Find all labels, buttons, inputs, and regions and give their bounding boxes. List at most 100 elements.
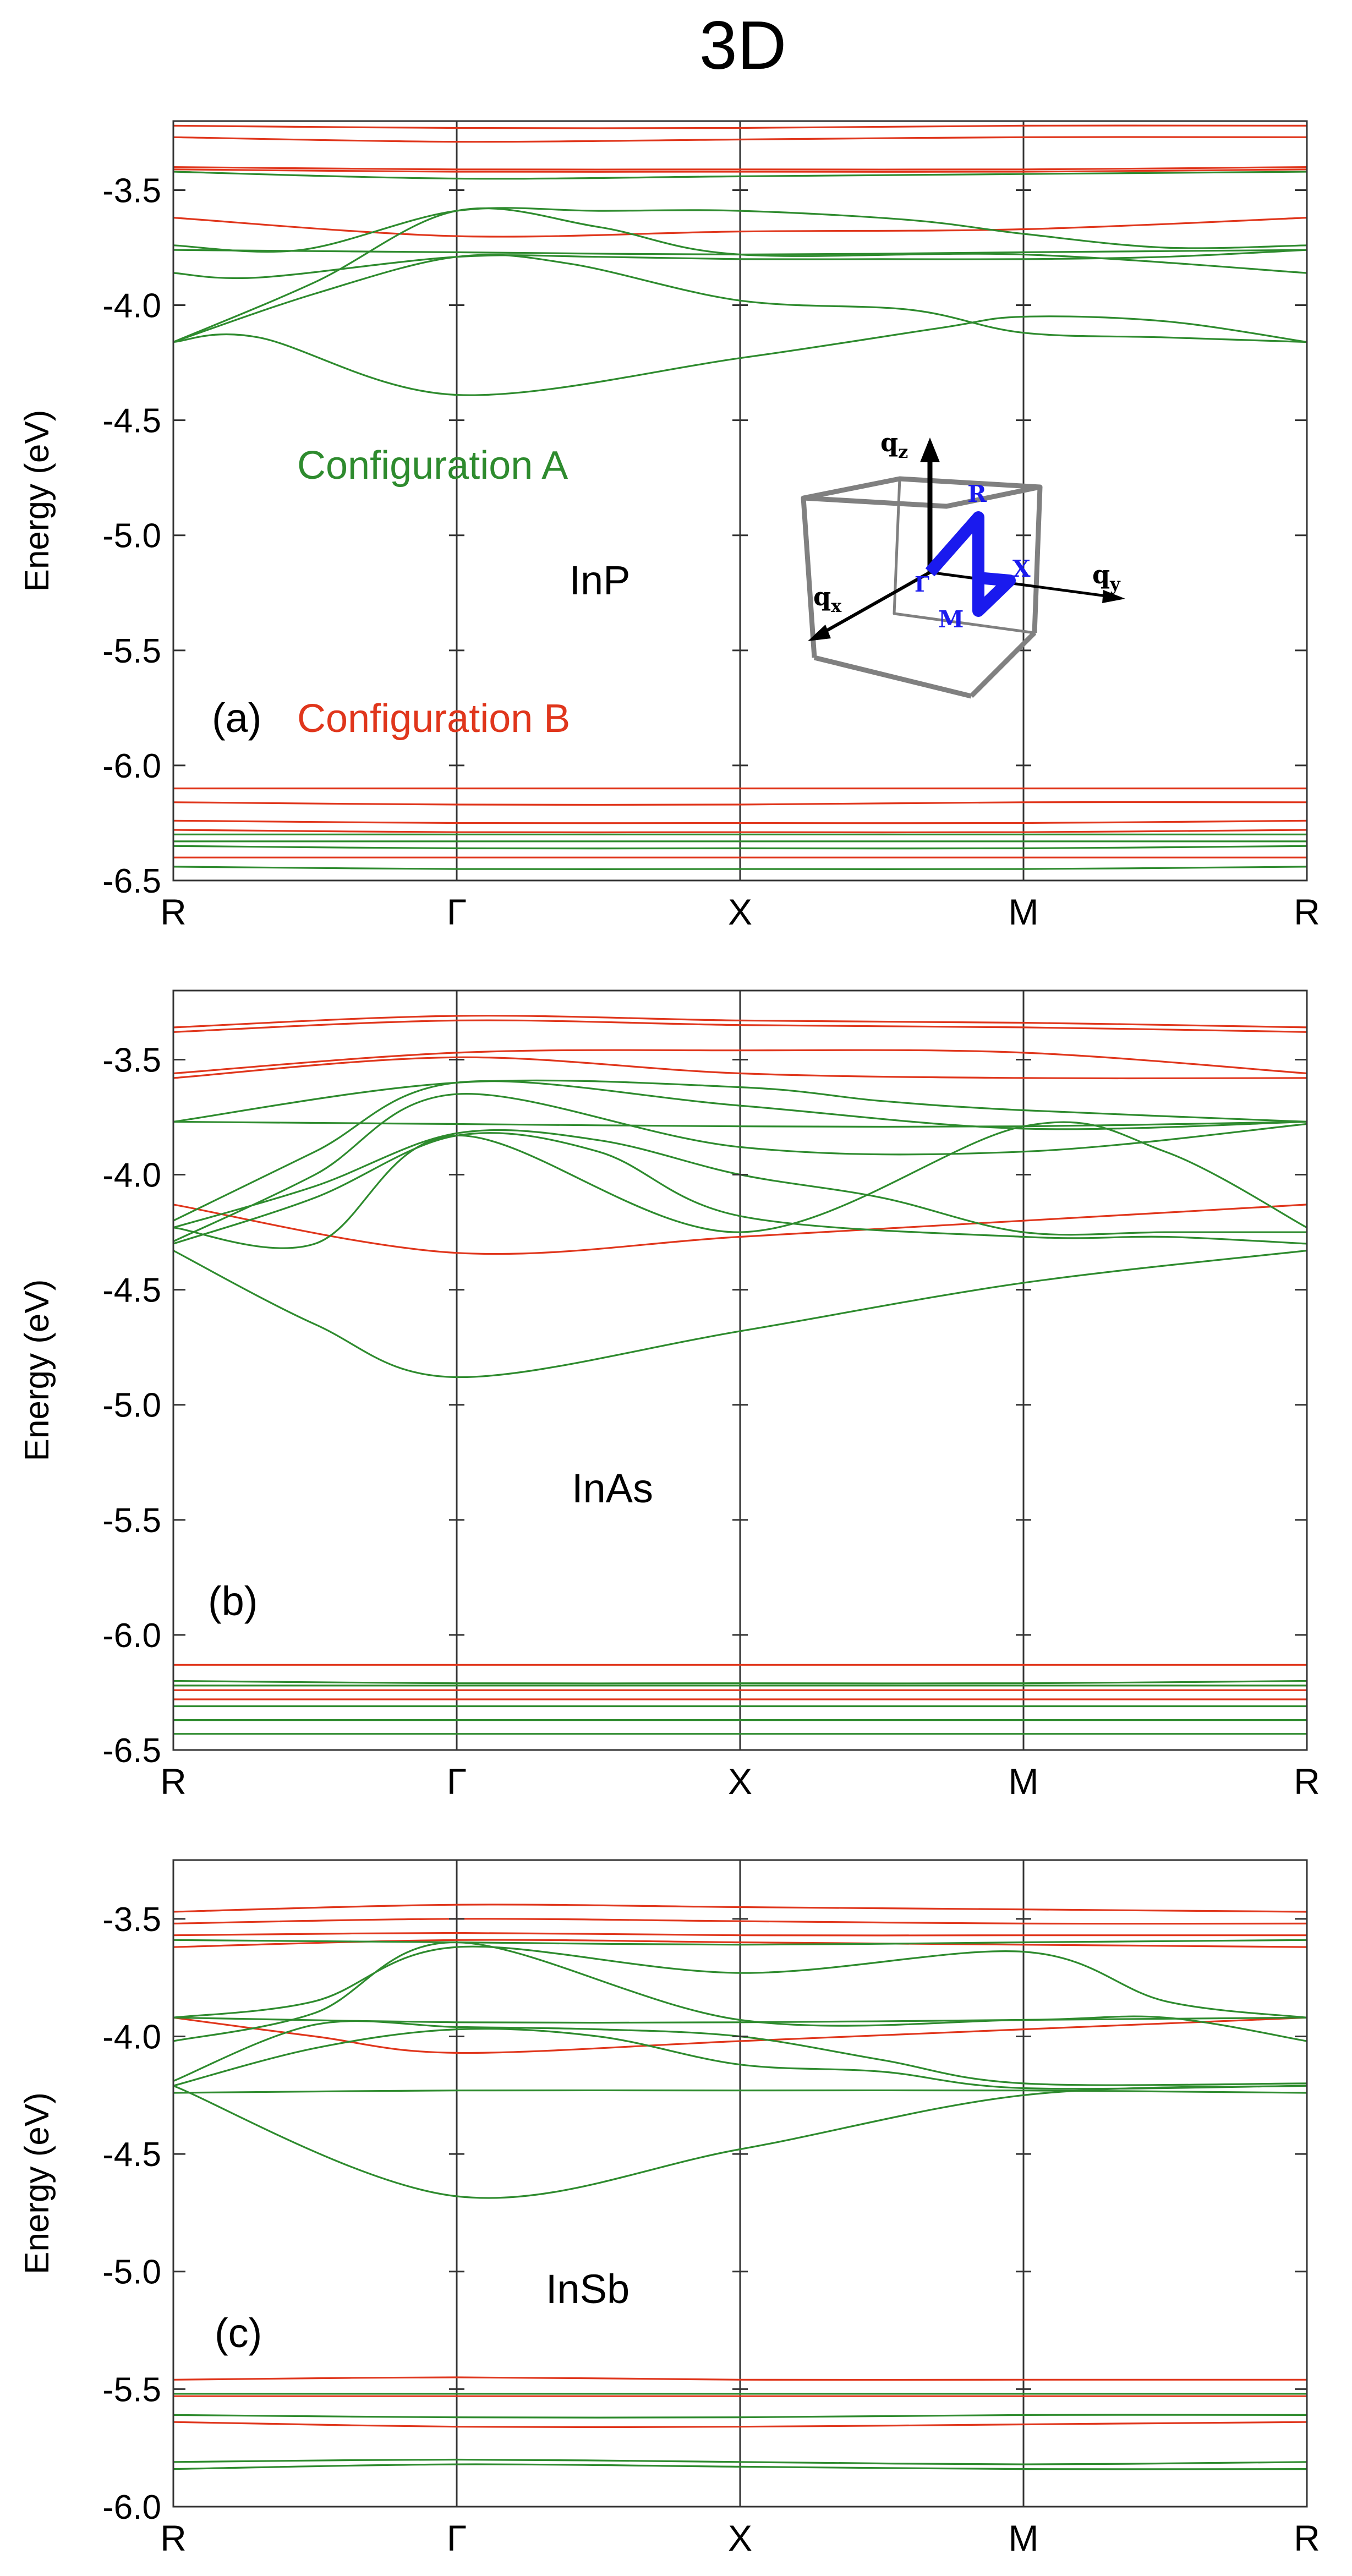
- panel-label: (b): [208, 1578, 258, 1624]
- band-line-a-7: [173, 1080, 1307, 1222]
- band-line-b-14: [173, 819, 1307, 824]
- qx-axis: [822, 571, 931, 635]
- qx-label: qx: [813, 582, 842, 616]
- legend-config-b: Configuration B: [297, 697, 570, 741]
- xtick-label-1: Γ: [447, 892, 467, 932]
- band-line-a-12: [173, 2089, 1307, 2094]
- band-line-b-3: [173, 168, 1307, 173]
- xtick-label-4: R: [1294, 2518, 1320, 2558]
- brillouin-zone-inset: qz qx qy R Γ X M: [801, 428, 1125, 699]
- band-line-a-6: [173, 1945, 1307, 2019]
- series-group: [173, 1904, 1307, 2470]
- xtick-label-0: R: [160, 1761, 187, 1802]
- band-line-a-5: [173, 171, 1307, 180]
- band-line-a-18: [173, 2458, 1307, 2465]
- band-line-a-9: [173, 249, 1307, 280]
- band-line-a-10: [173, 1132, 1307, 1245]
- band-line-b-2: [173, 166, 1307, 171]
- band-line-a-8: [173, 207, 1307, 343]
- band-line-a-10: [173, 254, 1307, 343]
- band-line-b-1: [173, 124, 1307, 129]
- band-line-a-5: [173, 1120, 1307, 1128]
- ytick-label: -5.0: [102, 2254, 161, 2291]
- ytick-label: -4.0: [102, 287, 161, 325]
- panel-inas: -3.5-4.0-4.5-5.0-5.5-6.0-6.5R Γ X M REnergy …: [18, 989, 1320, 1802]
- band-line-a-5: [173, 1939, 1307, 1946]
- band-line-b-1: [173, 1918, 1307, 1925]
- qy-arrowhead: [1102, 590, 1125, 603]
- band-line-b-13: [173, 801, 1307, 806]
- xtick-label-3: M: [1009, 2518, 1039, 2558]
- xtick-label-2: X: [728, 2518, 752, 2558]
- bz-label-x: X: [1012, 555, 1031, 582]
- band-line-a-16: [173, 1680, 1307, 1684]
- band-line-b-13: [173, 2376, 1307, 2381]
- band-line-b-0: [173, 136, 1307, 143]
- band-line-b-1: [173, 1019, 1307, 1033]
- band-line-b-2: [173, 1932, 1307, 1937]
- ytick-label: -5.5: [102, 1502, 161, 1540]
- band-line-b-0: [173, 1015, 1307, 1029]
- xtick-label-0: R: [160, 2518, 187, 2558]
- xtick-label-4: R: [1294, 892, 1320, 932]
- ytick-label: -4.0: [102, 2018, 161, 2056]
- band-line-a-19: [173, 2463, 1307, 2470]
- qy-label: qy: [1092, 560, 1121, 594]
- band-line-a-6: [173, 207, 1307, 253]
- band-line-a-8: [173, 1093, 1307, 1243]
- y-axis-label: Energy (eV): [18, 1279, 56, 1462]
- band-line-b-2: [173, 1049, 1307, 1075]
- bz-label-gamma: Γ: [915, 572, 929, 597]
- bz-cube-edge-2: [813, 655, 972, 699]
- band-line-b-0: [173, 1904, 1307, 1913]
- ytick-label: -4.5: [102, 2136, 161, 2174]
- band-line-a-10: [173, 2027, 1307, 2090]
- ytick-label: -6.0: [102, 747, 161, 785]
- ytick-label: -5.0: [102, 517, 161, 555]
- band-line-a-11: [173, 315, 1307, 396]
- y-axis-label: Energy (eV): [18, 410, 56, 592]
- xtick-label-0: R: [160, 892, 187, 932]
- panel-inp: -3.5-4.0-4.5-5.0-5.5-6.0-6.5R Γ X M REnergy …: [18, 120, 1320, 932]
- bz-cube-edge-4: [1032, 486, 1043, 633]
- xtick-label-2: X: [728, 1761, 752, 1802]
- y-axis-label: Energy (eV): [18, 2092, 56, 2274]
- band-line-a-17: [173, 2414, 1307, 2419]
- band-line-a-9: [173, 2020, 1307, 2086]
- qx-arrowhead: [808, 625, 831, 641]
- band-line-a-7: [173, 1941, 1307, 2042]
- bz-high-symmetry-path: [925, 511, 1016, 617]
- band-line-a-11: [173, 2085, 1307, 2199]
- panel-label: (c): [215, 2310, 262, 2356]
- band-line-b-4: [173, 1204, 1307, 1255]
- xtick-label-3: M: [1009, 1761, 1039, 1802]
- band-line-b-4: [173, 2016, 1307, 2054]
- qz-arrowhead: [920, 437, 940, 462]
- material-label: InAs: [572, 1465, 653, 1511]
- panels: -3.5-4.0-4.5-5.0-5.5-6.0-6.5R Γ X M REnergy …: [18, 120, 1320, 2558]
- band-line-a-11: [173, 1121, 1307, 1249]
- qy-axis: [929, 571, 1115, 599]
- ytick-label: -4.0: [102, 1157, 161, 1195]
- bz-label-m: M: [938, 606, 964, 633]
- bz-cube-edge-1: [801, 497, 817, 658]
- figure-title: 3D: [699, 8, 787, 84]
- qz-label: qz: [880, 428, 908, 462]
- ytick-label: -6.5: [102, 862, 161, 900]
- ytick-label: -3.5: [102, 1901, 161, 1939]
- bz-label-r: R: [967, 480, 987, 507]
- ytick-label: -6.0: [102, 1617, 161, 1655]
- ytick-label: -5.5: [102, 632, 161, 670]
- xtick-label-1: Γ: [447, 2518, 467, 2558]
- band-line-b-4: [173, 217, 1307, 238]
- band-line-b-15: [173, 829, 1307, 834]
- panel-label: (a): [212, 695, 261, 741]
- ytick-label: -6.5: [102, 1732, 161, 1770]
- band-line-a-19: [173, 845, 1307, 850]
- ytick-label: -3.5: [102, 172, 161, 210]
- ytick-label: -4.5: [102, 1272, 161, 1310]
- ytick-label: -6.0: [102, 2489, 161, 2526]
- ytick-label: -3.5: [102, 1041, 161, 1079]
- xtick-label-1: Γ: [447, 1761, 467, 1802]
